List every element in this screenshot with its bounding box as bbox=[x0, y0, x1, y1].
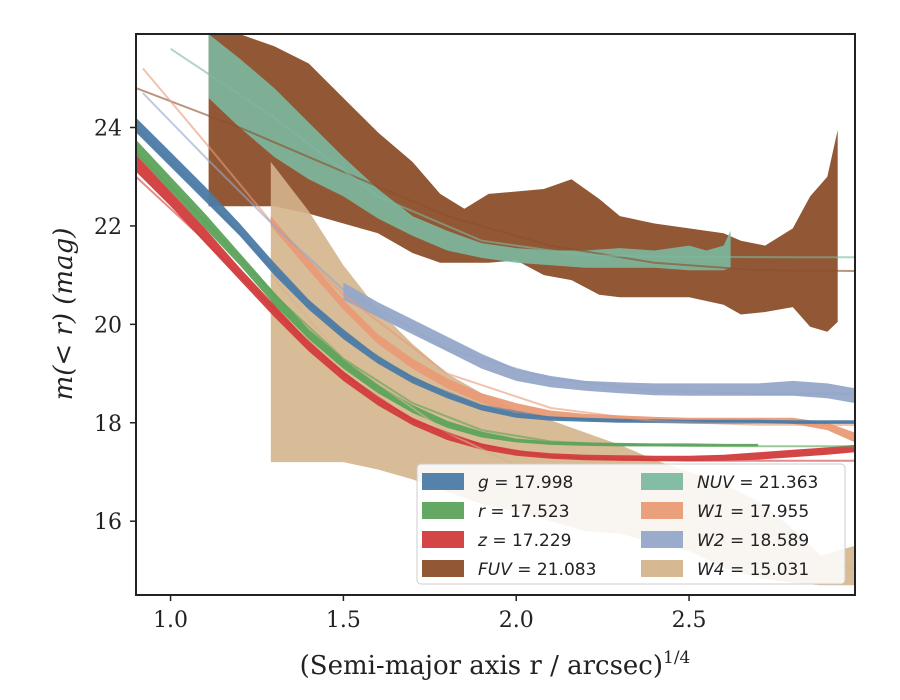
model-line-nuv bbox=[170, 47, 855, 259]
y-tick-label: 16 bbox=[94, 510, 122, 535]
legend-swatch-w4 bbox=[641, 560, 683, 577]
legend-frame bbox=[416, 463, 846, 585]
legend-label-fuv: FUV = 21.083 bbox=[478, 560, 596, 580]
legend-swatch-z bbox=[422, 531, 464, 548]
model-line-w2 bbox=[142, 92, 855, 395]
legend-label-w2: W2 = 18.589 bbox=[697, 531, 809, 551]
x-axis: 1.0 1.5 2.0 2.5 bbox=[153, 595, 707, 633]
legend-swatch-w2 bbox=[641, 531, 683, 548]
legend-label-z: z = 17.229 bbox=[477, 531, 571, 551]
model-line-r bbox=[136, 151, 855, 448]
model-line-z bbox=[136, 175, 855, 462]
band-w2 bbox=[343, 282, 855, 404]
model-line-fuv bbox=[136, 87, 855, 272]
legend-swatch-g bbox=[422, 473, 464, 490]
y-tick-label: 22 bbox=[94, 215, 122, 240]
legend-swatch-nuv bbox=[641, 473, 683, 490]
legend-label-w4: W4 = 15.031 bbox=[697, 560, 809, 580]
y-axis-label: m(< r) (mag) bbox=[49, 228, 79, 401]
band-nuv bbox=[208, 34, 731, 271]
model-line-g bbox=[136, 126, 855, 424]
x-axis-label: (Semi-major axis r / arcsec)1/4 bbox=[300, 648, 691, 681]
y-tick-label: 20 bbox=[94, 313, 122, 338]
legend-label-g: g = 17.998 bbox=[478, 473, 573, 493]
legend-swatch-fuv bbox=[422, 560, 464, 577]
x-tick-label: 2.5 bbox=[672, 608, 707, 633]
plot-frame bbox=[135, 33, 856, 596]
legend-label-w1: W1 = 17.955 bbox=[697, 502, 809, 522]
x-axis-label-superscript: 1/4 bbox=[663, 648, 690, 668]
x-tick-label: 1.5 bbox=[326, 608, 361, 633]
legend-label-r: r = 17.523 bbox=[478, 502, 570, 522]
x-tick-label: 2.0 bbox=[499, 608, 534, 633]
y-tick-label: 18 bbox=[94, 412, 122, 437]
x-tick-label: 1.0 bbox=[153, 608, 188, 633]
band-w1 bbox=[270, 216, 855, 443]
y-axis: 16 18 20 22 24 bbox=[94, 117, 136, 535]
legend-label-nuv: NUV = 21.363 bbox=[697, 473, 818, 493]
legend: g = 17.998 r = 17.523 z = 17.229 FUV = 21.0… bbox=[416, 463, 846, 585]
y-tick-label: 24 bbox=[94, 117, 122, 142]
band-g bbox=[136, 117, 855, 424]
legend-swatch-w1 bbox=[641, 502, 683, 519]
legend-swatch-r bbox=[422, 502, 464, 519]
